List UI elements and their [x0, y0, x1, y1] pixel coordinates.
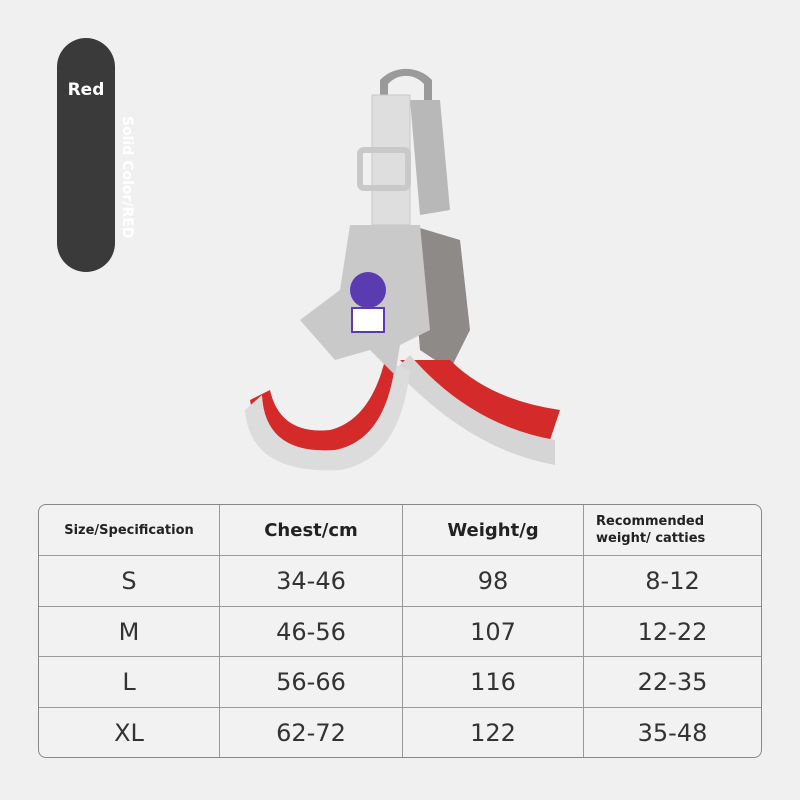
- cell-weight: 107: [403, 606, 584, 658]
- table-row: S 34-46 98 8-12: [39, 556, 761, 607]
- cell-recommended: 8-12: [584, 556, 761, 607]
- table-row: L 56-66 116 22-35: [39, 657, 761, 709]
- cell-recommended: 12-22: [584, 607, 761, 658]
- header-recommended: Recommended weight/ catties: [584, 505, 761, 556]
- cell-recommended: 35-48: [637, 718, 708, 747]
- size-chart-table: Size/Specification Chest/cm Weight/g Rec…: [38, 504, 762, 758]
- cell-weight: 122: [403, 708, 584, 757]
- header-weight: Weight/g: [403, 505, 584, 556]
- cell-weight: 98: [403, 556, 584, 607]
- dog-logo: [350, 272, 386, 308]
- header-chest: Chest/cm: [220, 505, 403, 556]
- cell-size: M: [39, 606, 220, 658]
- cell-chest: 34-46: [220, 556, 403, 607]
- cell-chest: 62-72: [220, 708, 403, 757]
- color-badge: Red Solid Color/RED: [57, 38, 135, 272]
- cell-weight: 116: [403, 657, 584, 709]
- header-size: Size/Specification: [39, 505, 220, 556]
- cell-chest: 56-66: [220, 657, 403, 709]
- cell-size: L: [39, 657, 220, 709]
- table-row: M 46-56 107 12-22: [39, 606, 761, 658]
- cell-chest: 46-56: [220, 606, 403, 658]
- cell-size: XL: [39, 708, 220, 757]
- table-row: XL 62-72 122 35-48: [39, 708, 761, 757]
- table-header-row: Size/Specification Chest/cm Weight/g Rec…: [39, 505, 761, 556]
- cell-recommended: 22-35: [584, 657, 761, 709]
- harness-image: [245, 68, 560, 471]
- cell-size: S: [39, 556, 220, 607]
- color-label: Red: [67, 80, 105, 100]
